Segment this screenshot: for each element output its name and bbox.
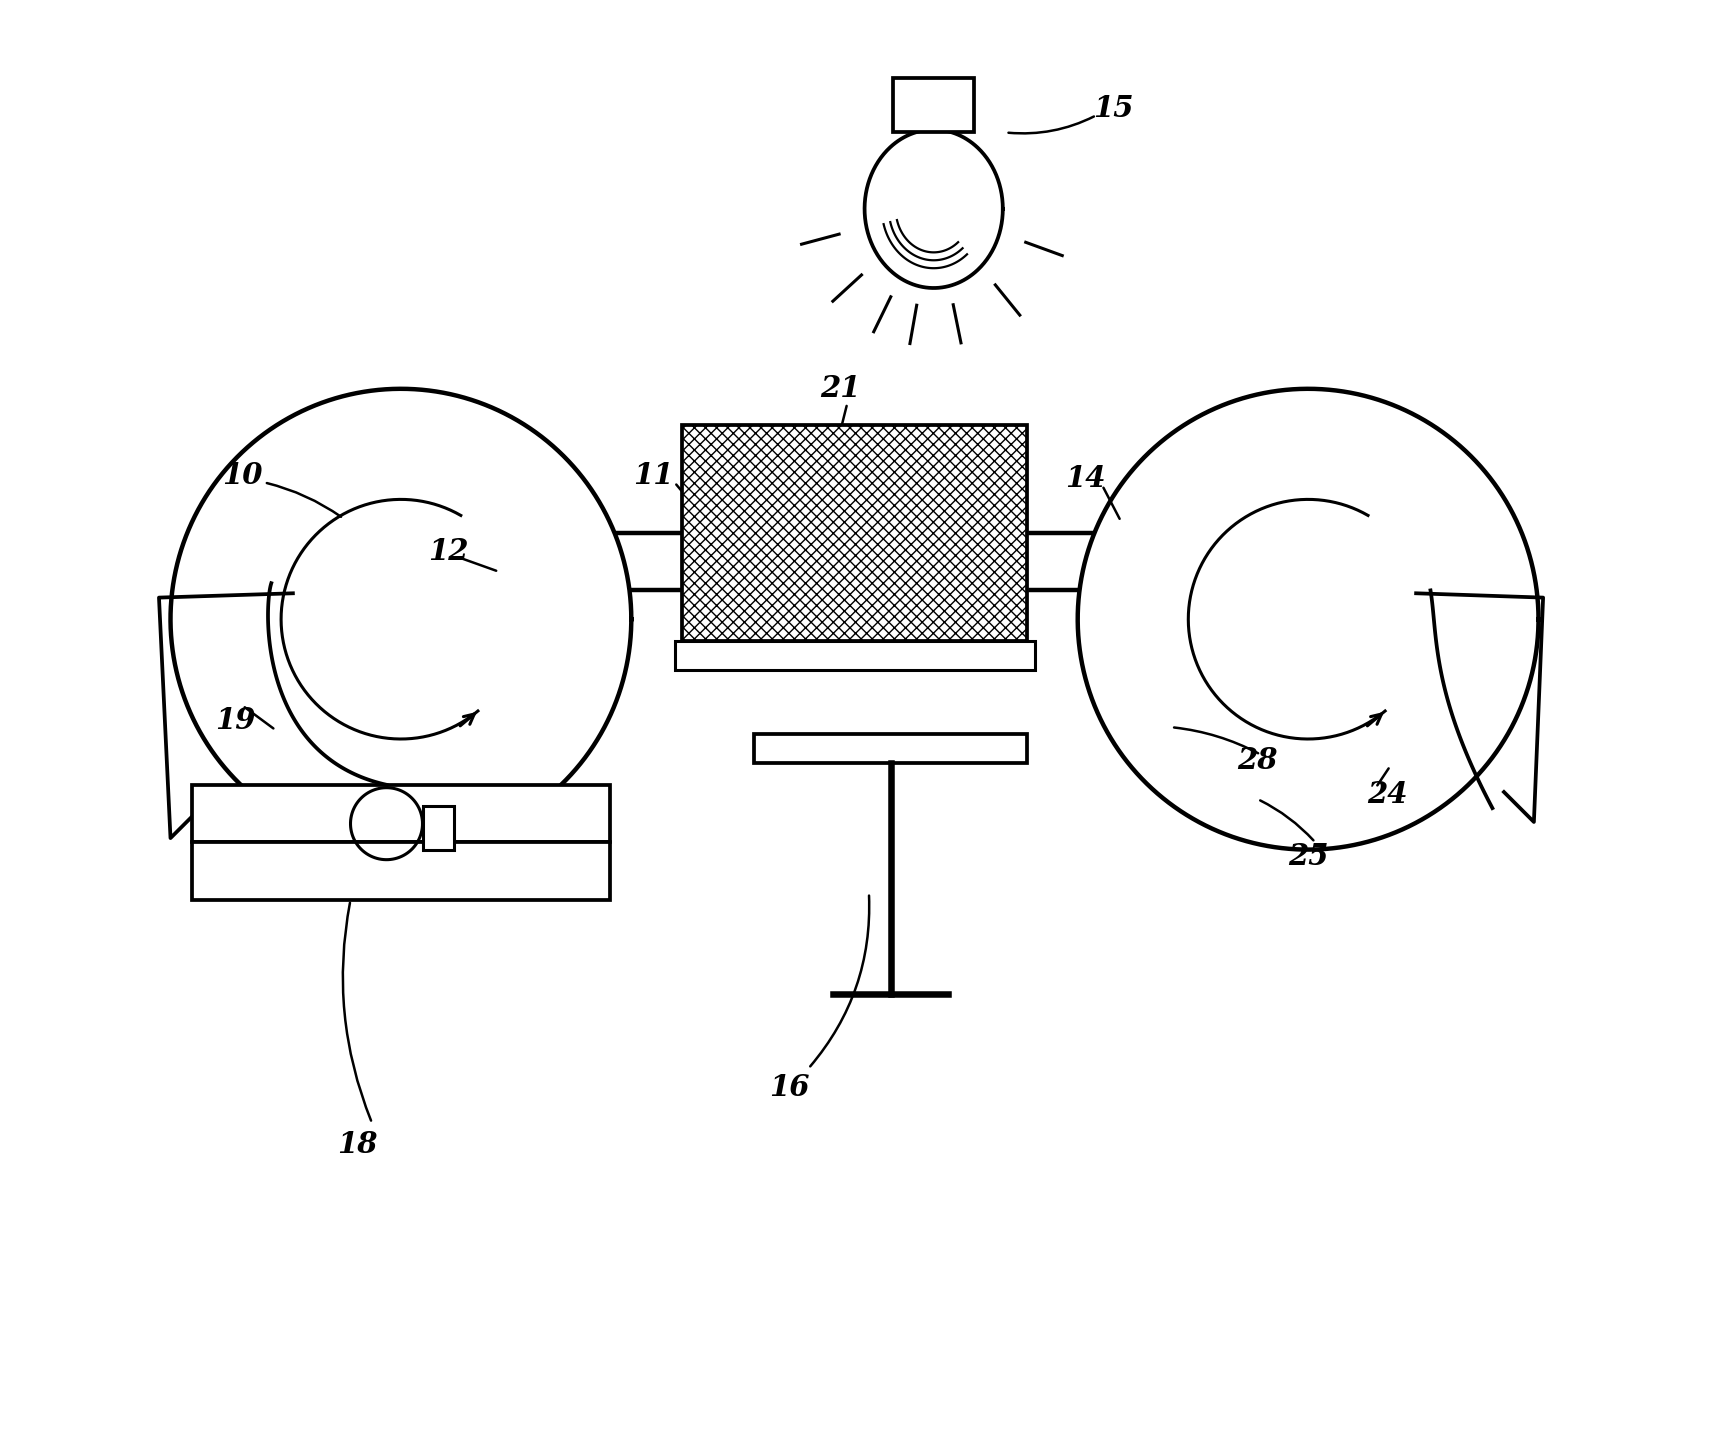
Bar bbox=[682, 425, 1027, 641]
Circle shape bbox=[171, 389, 631, 850]
Text: 28: 28 bbox=[1237, 746, 1278, 775]
Text: 12: 12 bbox=[429, 537, 468, 566]
Bar bbox=[422, 806, 455, 850]
Text: 10: 10 bbox=[222, 461, 263, 490]
Bar bbox=[191, 785, 610, 842]
Text: 14: 14 bbox=[1065, 464, 1106, 492]
Bar bbox=[754, 734, 1027, 763]
Text: 20: 20 bbox=[198, 876, 238, 904]
Bar bbox=[675, 641, 1034, 670]
Bar bbox=[682, 425, 1027, 641]
Text: 19: 19 bbox=[215, 706, 256, 734]
Text: 25: 25 bbox=[1289, 842, 1328, 871]
Bar bbox=[191, 842, 610, 900]
Bar bbox=[894, 78, 974, 132]
Text: 24: 24 bbox=[1367, 780, 1408, 809]
Text: 21: 21 bbox=[820, 374, 860, 403]
Text: 18: 18 bbox=[337, 1130, 378, 1159]
Circle shape bbox=[1078, 389, 1538, 850]
Text: 16: 16 bbox=[769, 1073, 810, 1102]
Text: 11: 11 bbox=[632, 461, 673, 490]
Text: 15: 15 bbox=[1094, 94, 1135, 122]
